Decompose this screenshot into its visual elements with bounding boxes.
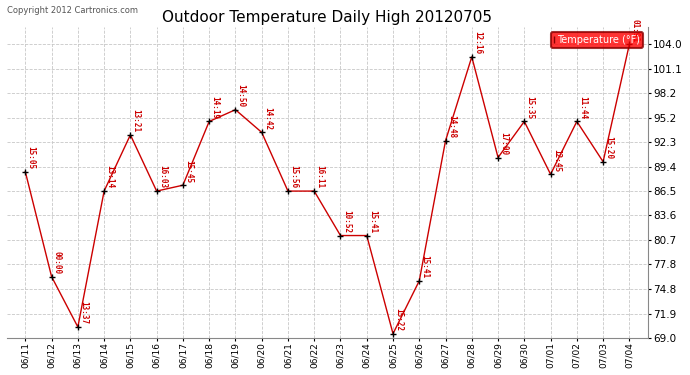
Text: 15:41: 15:41	[421, 255, 430, 278]
Text: 01:91: 01:91	[631, 19, 640, 42]
Legend: Temperature (°F): Temperature (°F)	[551, 32, 643, 48]
Text: 12:16: 12:16	[473, 31, 482, 54]
Text: 14:42: 14:42	[263, 107, 272, 130]
Text: 14:48: 14:48	[447, 115, 456, 138]
Text: 15:56: 15:56	[289, 165, 298, 189]
Text: 17:00: 17:00	[500, 132, 509, 155]
Text: 10:52: 10:52	[342, 210, 351, 233]
Text: 00:00: 00:00	[53, 251, 62, 274]
Title: Outdoor Temperature Daily High 20120705: Outdoor Temperature Daily High 20120705	[162, 10, 493, 25]
Text: 15:22: 15:22	[394, 308, 404, 331]
Text: Copyright 2012 Cartronics.com: Copyright 2012 Cartronics.com	[7, 6, 138, 15]
Text: 13:14: 13:14	[106, 165, 115, 189]
Text: 13:21: 13:21	[132, 109, 141, 132]
Text: 15:41: 15:41	[368, 210, 377, 233]
Text: 15:20: 15:20	[604, 136, 613, 159]
Text: 14:19: 14:19	[210, 96, 219, 119]
Text: 12:45: 12:45	[552, 148, 561, 172]
Text: 14:50: 14:50	[237, 84, 246, 107]
Text: 11:44: 11:44	[578, 96, 587, 119]
Text: 13:37: 13:37	[79, 302, 88, 324]
Text: 16:03: 16:03	[158, 165, 167, 189]
Text: 16:11: 16:11	[315, 165, 324, 189]
Text: 15:35: 15:35	[526, 96, 535, 119]
Text: 15:05: 15:05	[27, 146, 36, 169]
Text: 15:45: 15:45	[184, 160, 193, 183]
